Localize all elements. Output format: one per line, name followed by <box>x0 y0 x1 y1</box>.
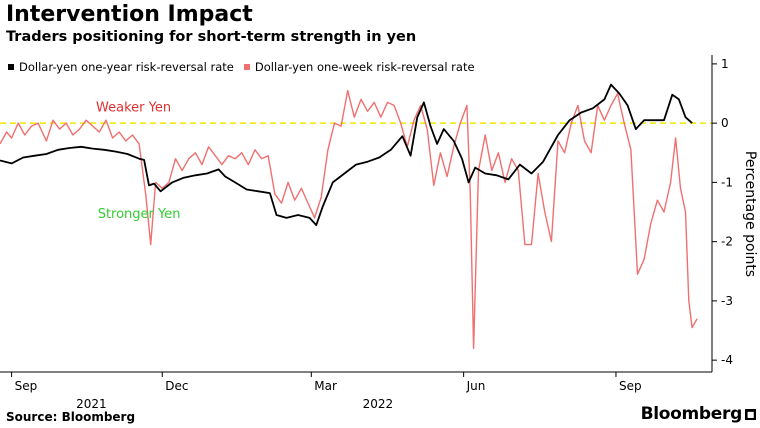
legend-swatch-one-year <box>8 64 14 70</box>
annotation-weaker-yen: Weaker Yen <box>96 100 171 115</box>
x-tick-label: Jun <box>466 379 486 393</box>
y-tick-label: -1 <box>721 175 733 189</box>
source-note: Source: Bloomberg <box>6 410 136 424</box>
series-line-one-week <box>0 89 698 349</box>
x-tick-label: Sep <box>619 379 642 393</box>
legend-label-one-year: Dollar-yen one-year risk-reversal rate <box>19 60 234 74</box>
y-tick-label: -2 <box>721 235 733 249</box>
x-tick-label: Dec <box>165 379 188 393</box>
x-year-label: 2021 <box>76 397 107 411</box>
x-axis: Sep Dec Mar Jun Sep 2021 2022 <box>0 371 712 411</box>
series-line-one-year <box>0 83 693 226</box>
legend-swatch-one-week <box>243 64 250 70</box>
chart-legend: Dollar-yen one-year risk-reversal rate D… <box>8 58 485 76</box>
legend-item-one-year: Dollar-yen one-year risk-reversal rate <box>8 60 234 74</box>
legend-label-one-week: Dollar-yen one-week risk-reversal rate <box>254 60 475 74</box>
y-axis: 1 0 -1 -2 -3 -4 <box>711 55 733 372</box>
y-axis-label: Percentage points <box>742 151 758 277</box>
y-tick-label: 0 <box>721 116 729 130</box>
annotations: Weaker Yen Stronger Yen <box>96 100 180 222</box>
chart-subtitle: Traders positioning for short-term stren… <box>6 29 417 45</box>
y-tick-label: -3 <box>721 294 733 308</box>
x-tick-label: Sep <box>15 379 38 393</box>
y-tick-label: 1 <box>721 57 729 71</box>
y-tick-label: -4 <box>721 353 733 367</box>
annotation-stronger-yen: Stronger Yen <box>98 207 181 222</box>
x-year-label: 2022 <box>363 397 394 411</box>
bloomberg-logo-box-icon: ■ <box>745 409 756 420</box>
x-tick-label: Mar <box>314 379 337 393</box>
series-lines <box>0 83 698 349</box>
legend-item-one-week: Dollar-yen one-week risk-reversal rate <box>243 60 475 74</box>
bloomberg-logo: Bloomberg <box>640 404 743 424</box>
chart-title: Intervention Impact <box>6 2 253 27</box>
